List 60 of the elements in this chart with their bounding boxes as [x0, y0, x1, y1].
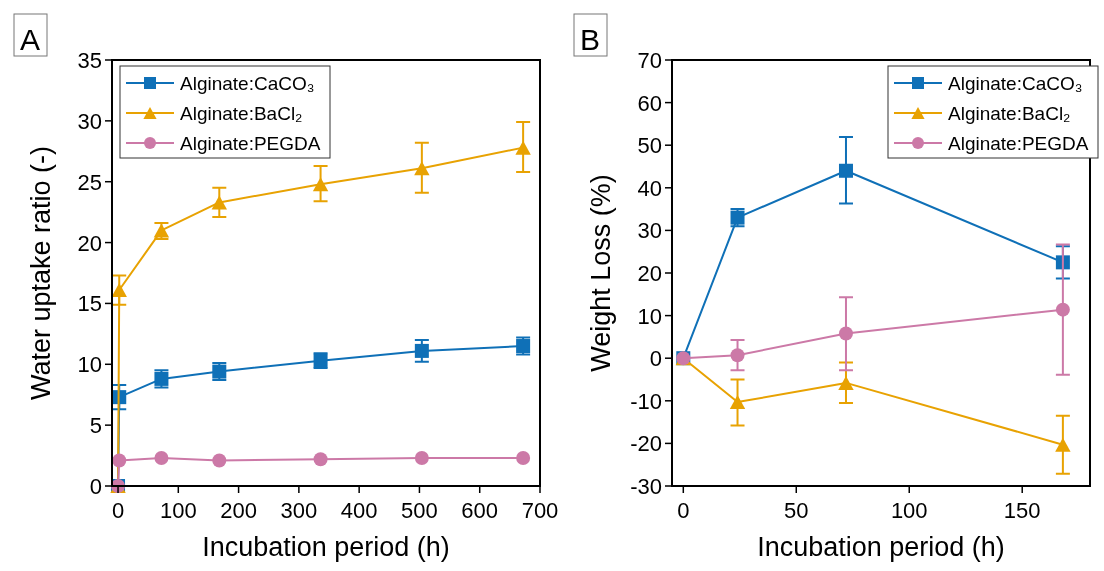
- legend-label: Alginate:PEGDA: [180, 133, 321, 154]
- x-tick-label: 600: [461, 498, 499, 523]
- point: [515, 140, 531, 155]
- y-tick-label: -30: [630, 474, 662, 499]
- point: [414, 451, 429, 466]
- y-tick-label: 10: [637, 303, 662, 329]
- x-axis-title: Incubation period (h): [202, 532, 450, 562]
- y-tick-label: 40: [637, 175, 662, 201]
- y-tick-label: -20: [630, 431, 662, 457]
- point: [729, 395, 746, 410]
- x-tick-label: 50: [784, 498, 809, 523]
- y-tick-label: 30: [77, 108, 102, 134]
- y-tick-label: 50: [637, 133, 662, 159]
- point: [414, 343, 429, 358]
- y-tick-label: 0: [649, 346, 662, 372]
- y-tick-label: 5: [89, 413, 102, 439]
- y-tick-label: 30: [637, 218, 662, 244]
- legend-label: Alginate:BaCl₂: [948, 103, 1071, 124]
- point: [1055, 437, 1071, 452]
- point: [112, 453, 127, 468]
- x-tick-label: 300: [280, 498, 318, 523]
- point: [211, 195, 227, 210]
- legend-label: Alginate:CaCO₃: [180, 73, 315, 94]
- x-axis-title: Incubation period (h): [757, 532, 1005, 562]
- chart-title: A: [19, 23, 41, 56]
- y-tick-label: 70: [637, 48, 662, 73]
- x-tick-label: 150: [1003, 498, 1041, 523]
- chart-title: B: [579, 23, 601, 56]
- x-tick-label: 200: [220, 498, 257, 523]
- y-tick-label: 20: [77, 230, 102, 256]
- x-tick-label: 500: [401, 498, 438, 523]
- x-tick-label: 0: [111, 498, 125, 523]
- legend-label: Alginate:BaCl₂: [180, 103, 303, 124]
- y-axis-title: Weight Loss (%): [586, 174, 616, 372]
- point: [154, 451, 169, 466]
- point: [313, 452, 328, 467]
- y-tick-label: 25: [77, 169, 102, 195]
- point: [516, 451, 531, 466]
- x-tick-label: 100: [159, 498, 197, 523]
- y-axis-title: Water uptake ratio (-): [26, 145, 56, 401]
- y-tick-label: 60: [637, 90, 662, 116]
- y-tick-label: 10: [77, 352, 102, 378]
- legend-label: Alginate:PEGDA: [948, 133, 1089, 154]
- point: [730, 348, 745, 363]
- y-tick-label: 0: [89, 474, 102, 499]
- point: [312, 177, 329, 192]
- y-tick-label: 20: [637, 261, 662, 286]
- x-tick-label: 400: [340, 498, 378, 523]
- y-tick-label: 15: [77, 291, 102, 317]
- y-tick-label: 35: [77, 48, 102, 73]
- x-tick-label: 0: [677, 498, 690, 523]
- point: [838, 163, 853, 178]
- point: [838, 326, 853, 341]
- legend-label: Alginate:CaCO₃: [948, 73, 1083, 94]
- point: [212, 453, 227, 468]
- x-tick-label: 100: [890, 498, 928, 523]
- x-tick-label: 700: [521, 498, 559, 523]
- point: [414, 161, 430, 176]
- y-tick-label: -10: [630, 388, 662, 414]
- point: [1055, 302, 1070, 317]
